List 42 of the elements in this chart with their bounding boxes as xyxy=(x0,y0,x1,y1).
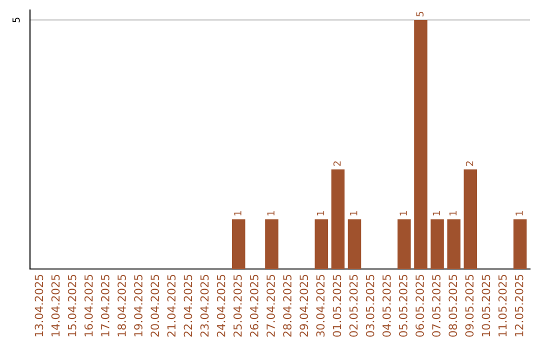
x-tick-label: 02.05.2025 xyxy=(349,274,358,337)
x-tick-label: 10.05.2025 xyxy=(482,274,490,336)
x-tick-label: 21.04.2025 xyxy=(167,274,176,337)
data-label: 1 xyxy=(267,211,274,216)
x-tick-label: 06.05.2025 xyxy=(416,274,424,337)
x-tick-label: 03.05.2025 xyxy=(366,274,374,337)
x-tick-label: 29.04.2025 xyxy=(300,274,308,337)
ref-line-label: 5 xyxy=(12,18,20,22)
x-tick-label: 01.05.2025 xyxy=(332,274,342,337)
data-label: 1 xyxy=(350,211,358,216)
x-tick-label: 26.04.2025 xyxy=(250,274,258,337)
x-tick-label: 11.05.2025 xyxy=(498,274,507,336)
data-label: 1 xyxy=(432,211,440,216)
x-tick-label: 15.04.2025 xyxy=(68,274,76,336)
data-label: 5 xyxy=(416,12,424,16)
x-tick-label: 04.05.2025 xyxy=(382,274,391,337)
data-label: 2 xyxy=(333,161,341,166)
x-tick-label: 12.05.2025 xyxy=(514,274,524,336)
x-tick-label: 24.04.2025 xyxy=(216,274,226,337)
x-tick-label: 20.04.2025 xyxy=(150,274,160,337)
data-label: 2 xyxy=(466,161,474,166)
data-label: 1 xyxy=(234,211,242,216)
data-label: 1 xyxy=(449,211,457,216)
x-tick-label: 08.05.2025 xyxy=(448,274,458,337)
x-tick-label: 16.04.2025 xyxy=(84,274,93,336)
x-tick-label: 09.05.2025 xyxy=(465,274,474,337)
data-label: 1 xyxy=(316,211,324,216)
data-label: 1 xyxy=(516,211,523,216)
x-tick-label: 23.04.2025 xyxy=(200,274,209,337)
x-tick-label: 27.04.2025 xyxy=(266,274,275,337)
x-tick-label: 13.04.2025 xyxy=(34,274,44,336)
x-tick-label: 17.04.2025 xyxy=(100,274,110,336)
x-tick-label: 14.04.2025 xyxy=(51,274,60,336)
x-tick-label: 25.04.2025 xyxy=(233,274,242,337)
x-tick-label: 19.04.2025 xyxy=(134,274,142,336)
x-tick-label: 07.05.2025 xyxy=(432,274,441,337)
x-tick-label: 22.04.2025 xyxy=(184,274,192,337)
x-tick-label: 18.04.2025 xyxy=(118,274,126,336)
x-tick-label: 30.04.2025 xyxy=(316,274,325,337)
data-label: 1 xyxy=(400,211,407,216)
x-tick-label: 28.04.2025 xyxy=(283,274,292,337)
x-tick-label: 05.05.2025 xyxy=(398,274,408,337)
